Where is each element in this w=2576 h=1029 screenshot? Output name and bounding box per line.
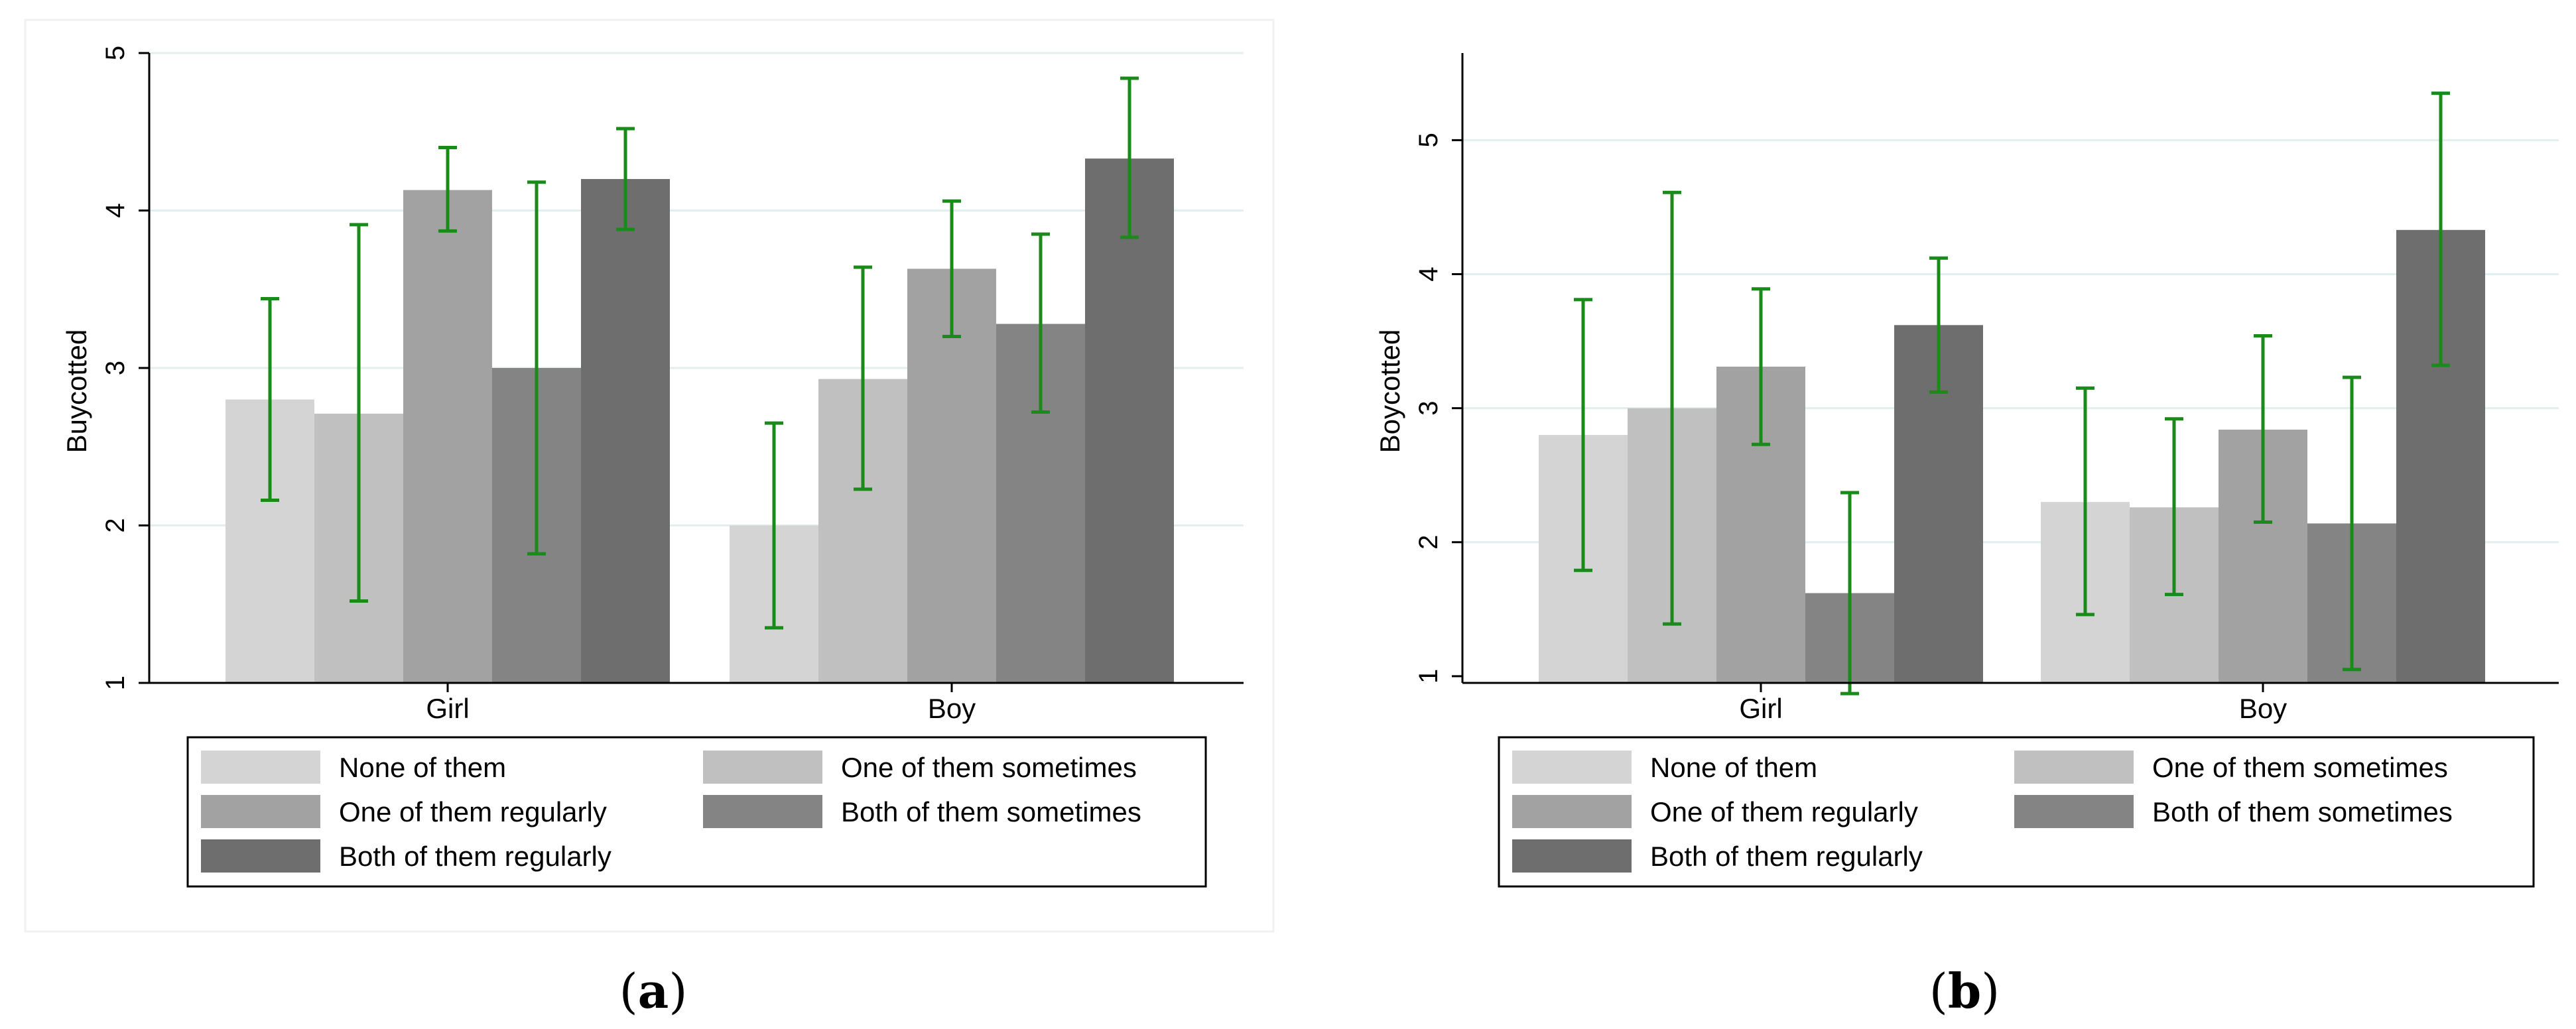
legend-label: Both of them regularly [1650,841,1923,872]
caption-b-open: ( [1929,963,1948,1019]
legend-swatch [201,839,320,873]
legend-label: Both of them sometimes [2152,796,2453,827]
legend-swatch [1512,839,1632,873]
legend-swatch [703,751,822,784]
legend-swatch [1512,795,1632,828]
caption-b-label: b [1948,963,1981,1019]
panel-b-axes [1461,53,2559,692]
y-tick-label: 4 [101,203,130,217]
y-tick-label: 4 [1414,267,1443,281]
y-tick-label: 3 [1414,401,1443,416]
caption-a-close: ) [669,963,687,1019]
legend-label: One of them sometimes [841,752,1137,783]
y-tick-label: 5 [101,46,130,60]
y-tick-label: 1 [1414,669,1443,684]
caption-b-close: ) [1981,963,2000,1019]
panel-a-y-axis-label: Buycotted [61,330,92,454]
legend-swatch [2014,795,2134,828]
panel-a-category-label: Boy [928,693,976,724]
legend-label: One of them regularly [339,796,607,827]
chart-panel-a: 1 2 3 4 5 Buycotted Girl Boy None of them One… [24,19,1275,933]
panel-a-category-label: Girl [426,693,469,724]
panel-a-legend: None of them One of them sometimes One of … [186,736,1207,888]
legend-swatch [703,795,822,828]
legend-label: Both of them sometimes [841,796,1141,827]
legend-swatch [1512,751,1632,784]
panel-b-category-label: Boy [2239,693,2287,724]
legend-label: None of them [339,752,506,783]
legend-box [186,736,1207,888]
panel-b-y-axis-label: Boycotted [1374,330,1405,454]
legend-label: One of them regularly [1650,796,1918,827]
legend-label: One of them sometimes [2152,752,2448,783]
bar [403,190,492,683]
y-tick-label: 1 [101,676,130,690]
legend-swatch [2014,751,2134,784]
caption-a-open: ( [619,963,638,1019]
y-tick-label: 2 [1414,535,1443,550]
caption-b: (b) [1929,963,2000,1019]
legend-swatch [201,751,320,784]
panel-b-bars [1539,229,2485,684]
panel-b-error-bars [1574,91,2450,696]
legend-label: None of them [1650,752,1817,783]
chart-panel-b: 1 2 3 4 5 Boycotted Girl Boy None of them One… [1374,53,2559,888]
legend-swatch [201,795,320,828]
y-tick-label: 2 [101,518,130,532]
legend-label: Both of them regularly [339,841,612,872]
y-tick-label: 3 [101,361,130,375]
panel-b-y-ticks: 1 2 3 4 5 [1414,133,1462,684]
caption-a: (a) [619,963,688,1019]
caption-a-label: a [638,963,669,1019]
bar [581,179,670,683]
panel-a-y-ticks: 1 2 3 4 5 [101,46,149,690]
panel-a-error-bars [261,76,1139,630]
panel-b-legend: None of them One of them sometimes One of … [1498,736,2535,888]
panel-b-category-label: Girl [1739,693,1782,724]
bar [1085,158,1174,683]
y-tick-label: 5 [1414,133,1443,147]
